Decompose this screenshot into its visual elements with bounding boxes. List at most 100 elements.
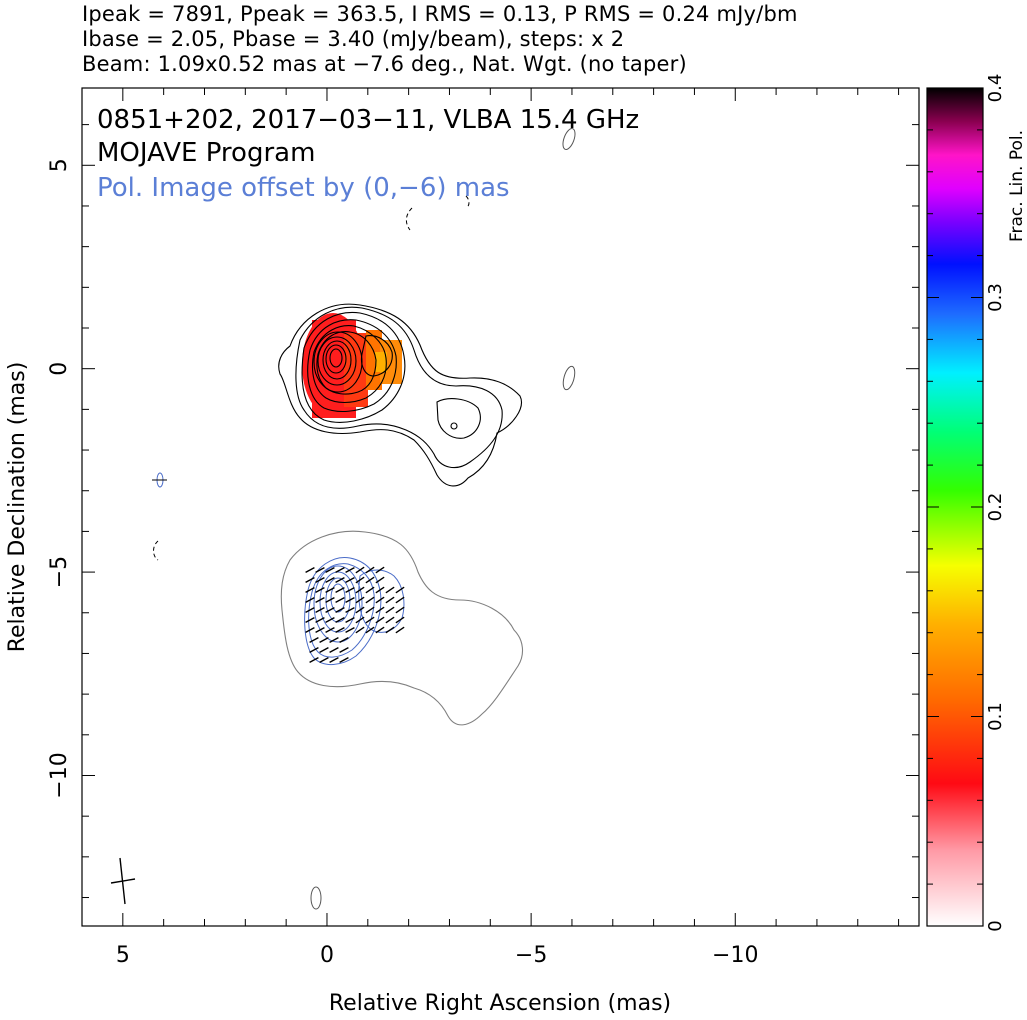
evpa-tick xyxy=(395,586,405,594)
evpa-tick xyxy=(375,566,385,574)
evpa-tick xyxy=(335,587,345,593)
evpa-tick xyxy=(395,596,405,604)
evpa-tick xyxy=(335,617,345,623)
evpa-tick xyxy=(309,647,319,653)
evpa-tick xyxy=(365,586,375,594)
evpa-tick xyxy=(355,566,365,574)
evpa-tick xyxy=(355,596,365,604)
evpa-tick xyxy=(385,616,395,624)
evpa-tick xyxy=(305,597,315,603)
header-line-peaks: Ipeak = 7891, Ppeak = 363.5, I RMS = 0.1… xyxy=(82,2,798,26)
evpa-tick xyxy=(329,657,339,663)
colorbar-ticks xyxy=(927,87,983,927)
evpa-tick xyxy=(305,577,315,583)
evpa-tick xyxy=(375,626,385,634)
plot-frame xyxy=(81,87,920,927)
evpa-tick xyxy=(305,627,315,633)
evpa-tick xyxy=(375,596,385,604)
evpa-tick xyxy=(385,606,395,614)
evpa-tick xyxy=(329,637,339,643)
evpa-tick xyxy=(345,607,355,613)
blue-noise-contour xyxy=(152,472,167,488)
colorbar-tick-label: 0.2 xyxy=(985,493,1006,522)
evpa-tick xyxy=(345,587,355,593)
evpa-tick xyxy=(309,657,319,663)
evpa-tick xyxy=(375,616,385,624)
header-line-base-levels: Ibase = 2.05, Pbase = 3.40 (mJy/beam), s… xyxy=(82,27,625,51)
y-axis-label: Relative Declination (mas) xyxy=(5,362,30,653)
evpa-tick xyxy=(365,576,375,584)
x-axis-label: Relative Right Ascension (mas) xyxy=(329,991,671,1016)
evpa-tick xyxy=(325,597,335,603)
evpa-tick xyxy=(339,637,349,643)
offset-intensity-contour xyxy=(280,530,523,726)
evpa-tick xyxy=(345,577,355,583)
noise-contours xyxy=(153,128,576,910)
evpa-tick xyxy=(365,596,375,604)
y-tick-label: −5 xyxy=(47,556,72,588)
evpa-tick xyxy=(325,627,335,633)
evpa-tick xyxy=(395,616,405,624)
colorbar-tick-label: 0 xyxy=(985,920,1006,931)
evpa-tick xyxy=(315,627,325,633)
evpa-tick xyxy=(375,586,385,594)
evpa-tick xyxy=(309,637,319,643)
colorbar-tick-label: 0.3 xyxy=(985,283,1006,312)
evpa-tick xyxy=(365,566,375,574)
evpa-tick xyxy=(385,596,395,604)
offset-polarized-intensity-contours xyxy=(304,557,405,665)
evpa-tick xyxy=(325,567,335,573)
evpa-tick xyxy=(315,597,325,603)
evpa-tick xyxy=(395,626,405,634)
evpa-tick xyxy=(365,616,375,624)
header-line-beam: Beam: 1.09x0.52 mas at −7.6 deg., Nat. W… xyxy=(82,52,687,76)
evpa-tick xyxy=(305,587,315,593)
evpa-tick xyxy=(345,627,355,633)
evpa-tick xyxy=(315,617,325,623)
evpa-tick xyxy=(375,576,385,584)
polarization-vector-ticks xyxy=(305,566,405,663)
evpa-tick xyxy=(365,626,375,634)
colorbar-tick-labels: 0 0.1 0.2 0.3 0.4 xyxy=(985,74,1006,932)
x-tick-label: 0 xyxy=(320,943,334,968)
y-tick-label: 0 xyxy=(47,362,72,376)
evpa-tick xyxy=(385,586,395,594)
evpa-tick xyxy=(315,567,325,573)
evpa-tick xyxy=(315,607,325,613)
evpa-tick xyxy=(329,647,339,653)
evpa-tick xyxy=(305,617,315,623)
evpa-tick xyxy=(319,637,329,643)
evpa-tick xyxy=(315,577,325,583)
evpa-tick xyxy=(395,606,405,614)
evpa-tick xyxy=(355,576,365,584)
evpa-tick xyxy=(339,647,349,653)
evpa-tick xyxy=(345,597,355,603)
evpa-tick xyxy=(355,606,365,614)
total-intensity-contours xyxy=(278,303,522,487)
y-tick-label: 5 xyxy=(47,158,72,172)
evpa-tick xyxy=(385,626,395,634)
evpa-tick xyxy=(345,567,355,573)
evpa-tick xyxy=(325,577,335,583)
evpa-tick xyxy=(335,577,345,583)
evpa-tick xyxy=(345,617,355,623)
x-tick-label: −10 xyxy=(712,943,758,968)
evpa-tick xyxy=(355,616,365,624)
evpa-tick xyxy=(355,626,365,634)
x-tick-label: 5 xyxy=(116,943,130,968)
evpa-tick xyxy=(335,567,345,573)
evpa-tick xyxy=(305,607,315,613)
x-tick-labels: 5 0 −5 −10 xyxy=(116,943,759,968)
source-annotation: 0851+202, 2017−03−11, VLBA 15.4 GHz xyxy=(97,105,639,135)
polarization-offset-annotation: Pol. Image offset by (0,−6) mas xyxy=(97,173,510,203)
evpa-tick xyxy=(339,657,349,663)
evpa-tick xyxy=(365,606,375,614)
evpa-tick xyxy=(355,586,365,594)
colorbar-label: Frac. Lin. Pol. xyxy=(1007,130,1027,242)
colorbar-tick-label: 0.4 xyxy=(985,74,1006,103)
program-annotation: MOJAVE Program xyxy=(97,138,315,168)
evpa-tick xyxy=(325,587,335,593)
y-tick-label: −10 xyxy=(47,752,72,798)
evpa-tick xyxy=(325,617,335,623)
